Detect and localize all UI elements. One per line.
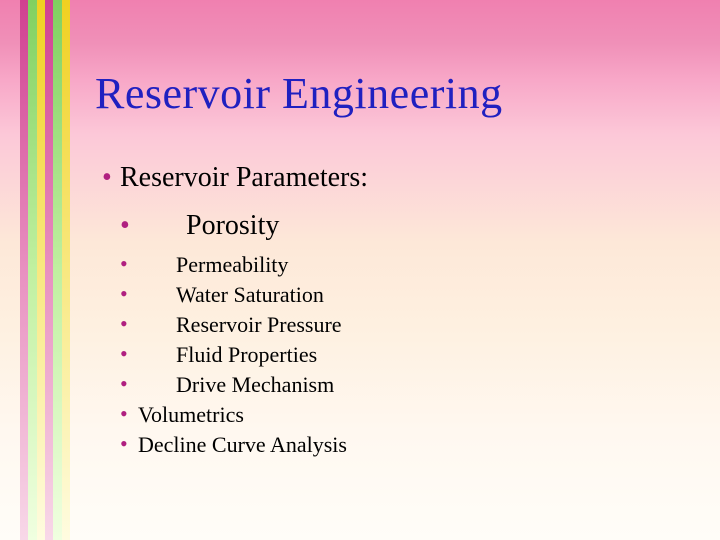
stripe	[37, 0, 45, 540]
bullet-text: Fluid Properties	[176, 342, 317, 367]
bullet-item: • Drive Mechanism	[138, 372, 334, 398]
bullet-item: • Permeability	[138, 252, 288, 278]
stripe	[28, 0, 36, 540]
bullet-text: Porosity	[186, 210, 279, 241]
stripe	[53, 0, 61, 540]
bullet-text: Drive Mechanism	[176, 372, 334, 397]
slide-title: Reservoir Engineering	[95, 68, 503, 119]
main-bullet: Reservoir Parameters:	[120, 162, 368, 194]
bullet-text: Decline Curve Analysis	[138, 432, 347, 457]
bullet-item: • Water Saturation	[138, 282, 324, 308]
bullet-dot-icon: •	[120, 341, 128, 367]
bullet-dot-icon: •	[120, 311, 128, 337]
bullet-dot-icon: •	[120, 431, 128, 457]
stripe	[62, 0, 70, 540]
bullet-dot-icon: •	[120, 210, 130, 242]
bullet-text: Water Saturation	[176, 282, 324, 307]
bullet-item: • Fluid Properties	[138, 342, 317, 368]
bullet-dot-icon: •	[120, 371, 128, 397]
bullet-dot-icon: •	[120, 401, 128, 427]
bullet-dot-icon: •	[120, 281, 128, 307]
bullet-item: • Porosity	[138, 210, 279, 242]
bullet-text: Volumetrics	[138, 402, 244, 427]
decorative-stripes	[20, 0, 70, 540]
bullet-item: • Volumetrics	[138, 402, 244, 428]
stripe	[20, 0, 28, 540]
bullet-item: • Decline Curve Analysis	[138, 432, 347, 458]
bullet-text: Reservoir Pressure	[176, 312, 342, 337]
slide-container: Reservoir Engineering Reservoir Paramete…	[0, 0, 720, 540]
bullet-item: • Reservoir Pressure	[138, 312, 342, 338]
bullet-text: Permeability	[176, 252, 288, 277]
stripe	[45, 0, 53, 540]
bullet-dot-icon: •	[120, 251, 128, 277]
